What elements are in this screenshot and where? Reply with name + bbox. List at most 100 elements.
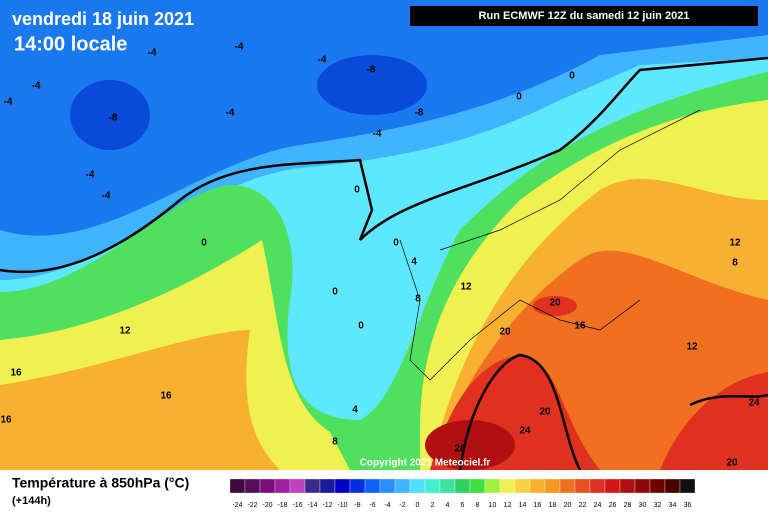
legend-tick-label: 0	[416, 502, 420, 509]
legend-cell	[664, 478, 681, 494]
legend-tick-label: 4	[446, 502, 450, 509]
legend-tick-label: 26	[609, 502, 617, 509]
legend-tick-label: 34	[669, 502, 677, 509]
legend-cell	[619, 478, 636, 494]
legend-cell	[244, 478, 261, 494]
legend-tick-label: -10	[337, 502, 347, 509]
contour-label: 16	[10, 368, 22, 379]
contour-label: -4	[32, 81, 41, 92]
legend-tick-label: 10	[489, 502, 497, 509]
legend-tick-label: 2	[431, 502, 435, 509]
legend-tick-label: 22	[579, 502, 587, 509]
contour-label: 8	[332, 437, 338, 448]
contour-label: -4	[226, 108, 235, 119]
contour-label: 24	[519, 426, 531, 437]
contour-label: 12	[686, 342, 698, 353]
legend-tick-label: -18	[277, 502, 287, 509]
legend-title: Température à 850hPa (°C)	[12, 475, 189, 491]
legend-cell	[574, 478, 591, 494]
contour-label: 20	[539, 407, 551, 418]
legend-cell	[424, 478, 441, 494]
legend-cell	[334, 478, 351, 494]
contour-label: 12	[460, 282, 472, 293]
contour-label: -4	[4, 97, 13, 108]
contour-label: 12	[119, 326, 131, 337]
legend-cell	[529, 478, 546, 494]
legend-cell	[439, 478, 456, 494]
legend-cell	[289, 478, 306, 494]
legend-tick-label: -20	[262, 502, 272, 509]
legend-cell	[469, 478, 486, 494]
legend-tick-label: 32	[654, 502, 662, 509]
legend-tick-label: -2	[399, 502, 405, 509]
legend-cell	[559, 478, 576, 494]
contour-label: 12	[729, 238, 741, 249]
legend-cell	[274, 478, 291, 494]
contour-label: 16	[574, 321, 586, 332]
legend-cell	[304, 478, 321, 494]
run-box	[410, 6, 758, 26]
legend-tick-label: -14	[307, 502, 317, 509]
legend-cell	[649, 478, 666, 494]
contour-label: -8	[109, 113, 118, 124]
legend-tick-label: 12	[504, 502, 512, 509]
legend-tick-label: 36	[684, 502, 692, 509]
contour-label: 20	[499, 327, 511, 338]
contour-label: 0	[201, 238, 207, 249]
legend-cell	[544, 478, 561, 494]
legend-tick-label: -4	[384, 502, 390, 509]
contour-label: -4	[102, 191, 111, 202]
legend-cell	[409, 478, 426, 494]
contour-label: 28	[454, 444, 466, 455]
legend-tick-label: -12	[322, 502, 332, 509]
contour-label: 0	[332, 287, 338, 298]
contour-label: 0	[393, 238, 399, 249]
run-info: Run ECMWF 12Z du samedi 12 juin 2021	[479, 10, 690, 22]
contour-label: 8	[415, 294, 421, 305]
legend-cell	[484, 478, 501, 494]
legend-tick-label: 18	[549, 502, 557, 509]
legend-cell	[589, 478, 606, 494]
contour-label: -8	[367, 65, 376, 76]
contour-label: 0	[516, 92, 522, 103]
legend-tick-label: 24	[594, 502, 602, 509]
contour-label: 8	[732, 258, 738, 269]
contour-label: 0	[354, 185, 360, 196]
legend-tick-label: 20	[564, 502, 572, 509]
contour-label: 4	[352, 405, 358, 416]
map-background	[0, 0, 768, 471]
legend-tick-label: -16	[292, 502, 302, 509]
legend-subtitle: (+144h)	[12, 495, 51, 507]
legend-cell	[364, 478, 381, 494]
legend-tick-label: 16	[534, 502, 542, 509]
contour-label: 16	[0, 415, 12, 426]
legend-tick-label: 30	[639, 502, 647, 509]
legend-cell	[379, 478, 396, 494]
legend-tick-label: 28	[624, 502, 632, 509]
forecast-date: vendredi 18 juin 2021	[12, 9, 194, 29]
legend-cell	[604, 478, 621, 494]
contour-label: 20	[726, 458, 738, 469]
legend-cell	[499, 478, 516, 494]
legend-tick-label: -6	[369, 502, 375, 509]
contour-label: 24	[748, 398, 760, 409]
legend-tick-label: 6	[461, 502, 465, 509]
contour-label: -4	[235, 42, 244, 53]
legend-tick-label: -22	[247, 502, 257, 509]
contour-label: -4	[318, 55, 327, 66]
contour-label: 20	[549, 298, 561, 309]
legend-cell	[259, 478, 276, 494]
legend-tick-label: -8	[354, 502, 360, 509]
legend-cell	[394, 478, 411, 494]
copyright: Copyright 2021 Meteociel.fr	[360, 458, 491, 469]
legend-cell	[454, 478, 471, 494]
legend-tick-label: -24	[232, 502, 242, 509]
contour-label: -4	[148, 48, 157, 59]
legend-cell	[634, 478, 651, 494]
legend-cell	[679, 478, 696, 494]
legend-cell	[349, 478, 366, 494]
legend-tick-label: 8	[476, 502, 480, 509]
contour-label: 4	[411, 257, 417, 268]
legend-cell	[319, 478, 336, 494]
